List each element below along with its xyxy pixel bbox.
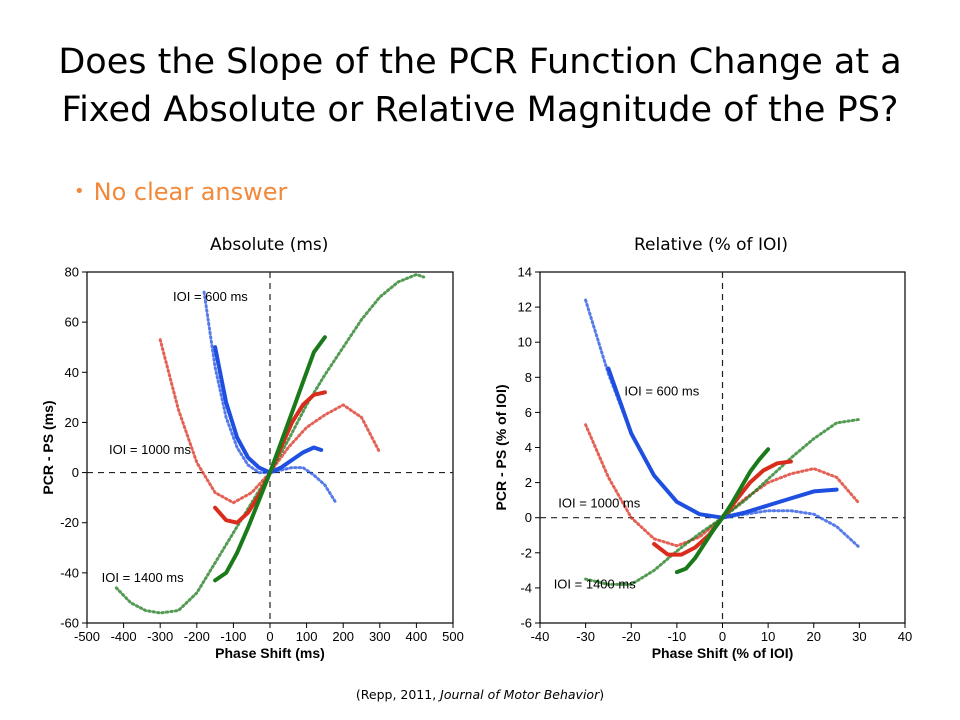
y-tick-label: 40 <box>65 365 79 380</box>
x-tick-label: 500 <box>442 629 464 644</box>
x-tick-label: 20 <box>807 629 821 644</box>
series-green-solid <box>213 335 327 583</box>
bullet-text: No clear answer <box>93 178 288 206</box>
x-tick-label: 300 <box>369 629 391 644</box>
y-tick-label: 14 <box>518 265 532 280</box>
y-axis-title: PCR - PS (ms) <box>40 400 56 494</box>
x-tick-label: 40 <box>898 629 912 644</box>
x-tick-label: -500 <box>74 629 100 644</box>
x-tick-label: 0 <box>266 629 273 644</box>
y-tick-label: 6 <box>525 405 532 420</box>
series-blue-solid <box>213 345 324 475</box>
ioi-annotation: IOI = 600 ms <box>624 383 699 398</box>
ioi-annotation: IOI = 1400 ms <box>102 570 185 585</box>
x-tick-label: -200 <box>184 629 210 644</box>
citation: (Repp, 2011, Journal of Motor Behavior) <box>0 687 960 702</box>
citation-suffix: ) <box>599 687 605 702</box>
x-tick-label: 200 <box>332 629 354 644</box>
y-tick-label: -20 <box>60 515 79 530</box>
chart-label-relative: Relative (% of IOI) <box>634 235 788 255</box>
ioi-annotation: IOI = 600 ms <box>173 289 248 304</box>
x-tick-label: 400 <box>406 629 428 644</box>
citation-prefix: (Repp, 2011, <box>355 687 441 702</box>
y-tick-label: 10 <box>518 335 532 350</box>
title-line-1: Does the Slope of the PCR Function Chang… <box>58 42 902 82</box>
y-tick-label: 12 <box>518 300 532 315</box>
x-axis-title: Phase Shift (% of IOI) <box>652 645 794 661</box>
y-tick-label: -6 <box>520 616 532 631</box>
ioi-annotation: IOI = 1000 ms <box>558 496 641 511</box>
x-tick-label: -100 <box>220 629 246 644</box>
y-tick-label: 4 <box>525 440 532 455</box>
x-tick-label: -400 <box>111 629 137 644</box>
x-tick-label: 100 <box>296 629 318 644</box>
ioi-annotation: IOI = 1400 ms <box>554 576 637 591</box>
x-tick-label: -30 <box>576 629 595 644</box>
y-tick-label: 0 <box>525 510 532 525</box>
chart-absolute: -500 -400 -300 -200 -100 0 100 200 300 400 500-60-… <box>40 265 464 662</box>
chart-label-absolute: Absolute (ms) <box>210 235 329 255</box>
y-tick-label: 2 <box>525 475 532 490</box>
y-tick-label: -40 <box>60 565 79 580</box>
y-tick-label: -60 <box>60 616 79 631</box>
x-tick-label: -300 <box>147 629 173 644</box>
x-tick-label: 10 <box>761 629 775 644</box>
y-tick-label: 8 <box>525 370 532 385</box>
y-tick-label: 20 <box>65 415 79 430</box>
title-line-2: Fixed Absolute or Relative Magnitude of … <box>61 90 899 130</box>
bullet-point: • No clear answer <box>74 178 287 206</box>
x-tick-label: -10 <box>667 629 686 644</box>
y-tick-label: 60 <box>65 315 79 330</box>
x-tick-label: -40 <box>531 629 550 644</box>
x-tick-label: 30 <box>852 629 866 644</box>
x-tick-label: 0 <box>719 629 726 644</box>
x-axis-title: Phase Shift (ms) <box>215 645 325 661</box>
y-tick-label: -2 <box>520 545 532 560</box>
x-tick-label: -20 <box>622 629 641 644</box>
y-tick-label: -4 <box>520 580 532 595</box>
slide-title: Does the Slope of the PCR Function Chang… <box>0 38 960 134</box>
citation-journal: Journal of Motor Behavior <box>440 687 600 702</box>
y-tick-label: 0 <box>72 465 79 480</box>
chart-relative: -40 -30 -20 -10 0 10 20 30 40-6-4-202468101214Ph… <box>493 265 912 662</box>
series-green-solid <box>674 447 771 575</box>
y-tick-label: 80 <box>65 265 79 280</box>
y-axis-title: PCR - PS (% of IOI) <box>493 385 509 511</box>
bullet-dot-icon: • <box>74 181 85 202</box>
ioi-annotation: IOI = 1000 ms <box>109 442 192 457</box>
